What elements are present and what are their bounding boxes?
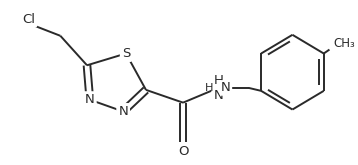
Text: H
N: H N <box>213 74 223 102</box>
Text: O: O <box>178 145 188 158</box>
Text: N: N <box>85 93 95 106</box>
Text: N: N <box>118 105 128 118</box>
Text: CH₃: CH₃ <box>333 37 355 50</box>
Text: N: N <box>221 81 231 94</box>
Text: H: H <box>205 83 213 93</box>
Text: Cl: Cl <box>22 13 35 26</box>
Text: S: S <box>122 47 130 60</box>
